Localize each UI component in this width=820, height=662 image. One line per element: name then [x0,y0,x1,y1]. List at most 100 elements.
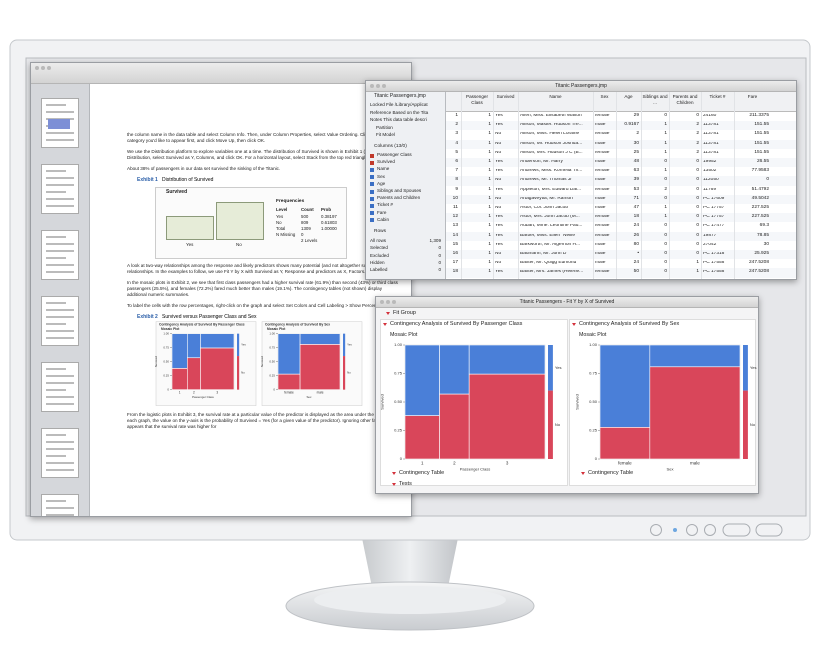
freq-cell: 0.61803 [321,219,337,225]
table-cell: 247.5208 [748,260,769,266]
table-cell: male [595,178,606,183]
table-cell: 1 [664,168,667,174]
table-cell: 1 [488,214,491,220]
red-triangle[interactable] [386,312,390,315]
thumb-line [46,469,74,471]
table-cell: 1 [488,177,491,183]
button[interactable] [686,524,698,536]
table-cell: 1 [664,140,667,146]
table-cell: PC 17477 [703,224,725,229]
header-bg [446,92,796,112]
column-divider [461,92,462,279]
button[interactable] [722,523,751,537]
column-icon [370,153,374,158]
column-name: Name [377,166,390,172]
table-cell: 71 [633,195,639,201]
pdf-toolbar [31,63,411,84]
table-cell: Yes [495,169,503,174]
table-cell: 24160 [703,114,717,118]
table-cell: 0 [766,177,769,183]
column-header: Parents and Children [672,94,698,105]
table-cell: 51.4792 [751,186,769,192]
freq-cell: 0.38197 [321,213,337,219]
table-cell: 0 [696,232,699,238]
thumb-line [46,177,74,179]
freq-cell: Total [276,225,286,231]
red-triangle [581,472,585,475]
button[interactable] [755,523,783,537]
freq-title: Frequencies [276,198,305,204]
freq-cell: No [276,219,282,225]
table-cell: 1 [696,260,699,266]
table-cell: male [595,261,606,266]
title-bar: Titanic Passengers - Fit Y by X of Survi… [376,297,758,308]
table-cell: 10 [452,195,458,201]
button[interactable] [704,524,716,536]
table-cell: 14 [452,232,458,238]
thumb-line [46,507,74,509]
table-cell: 151.55 [754,149,769,155]
section: Tests [399,481,412,487]
table-cell: 18 [452,269,458,275]
table-cell: 112050 [703,178,719,183]
thumb-line [46,111,74,113]
thumb-line [46,191,66,193]
freq-cell: 500 [301,213,309,219]
thumb-line [46,368,66,370]
table-cell: Yes [495,160,503,164]
table-cell: 1 [664,122,667,128]
table-cell: Allison, Mrs. Hudson J C (B... [520,150,583,155]
pdf-window [30,62,412,517]
column-icon [370,196,374,201]
exhibit-caption: Distribution of Survived [162,176,214,183]
table-cell: Yes [495,187,503,192]
table-cell: 1 [696,269,699,275]
table-cell: male [595,206,606,210]
column-divider [493,92,494,279]
table-cell: Yes [495,242,503,247]
thumb-line [46,243,74,245]
table-cell: 69.3 [759,223,769,229]
column-name: Fare [377,209,387,215]
table-cell: Appleton, Mrs. Edward Dal... [520,187,582,192]
row-bg [446,268,796,278]
page-thumbnail [41,296,79,346]
table-cell: 18 [633,214,639,220]
table-cell: Yes [495,270,503,275]
table-cell: 25 [633,149,639,155]
freq-cell: 0 [301,231,304,237]
panel-header: Rows [374,229,386,234]
x-tick-label: No [236,241,242,247]
table-cell: Yes [495,114,503,118]
table-cell: 1 [488,232,491,238]
table-cell: 39 [633,177,639,183]
row-stat-value: 0 [438,252,441,258]
thumb-line [46,170,66,172]
column-icon [370,189,374,194]
table-cell: 1 [488,269,491,275]
table-cell: 2 [636,131,639,137]
table-cell: 1 [488,113,491,118]
table-cell: male [595,123,606,128]
freq-cell: 1309 [301,225,311,231]
table-cell: 1 [488,159,491,164]
table-cell: female [595,270,610,275]
thumb-line [46,236,66,238]
thumb-line [46,434,66,436]
button[interactable] [650,524,662,536]
table-cell: 1 [664,205,667,210]
panel-header: Contingency Analysis of Survived By Sex [579,321,680,327]
table-cell: 151.55 [754,122,769,128]
section: Contingency Table [588,470,634,476]
table-cell: 24 [633,260,639,266]
table-cell: PC 17609 [703,196,725,201]
exhibit-label: Exhibit 1 [137,176,158,183]
table-cell: 2 [696,149,699,155]
table-cell: 151.55 [754,140,769,146]
column-header: Survived [496,94,515,99]
table-cell: 19952 [703,160,717,164]
column-divider [734,92,735,279]
column-icon [370,175,374,180]
panel-header: Contingency Analysis of Survived By Pass… [390,321,523,327]
thumb-line [46,396,74,398]
